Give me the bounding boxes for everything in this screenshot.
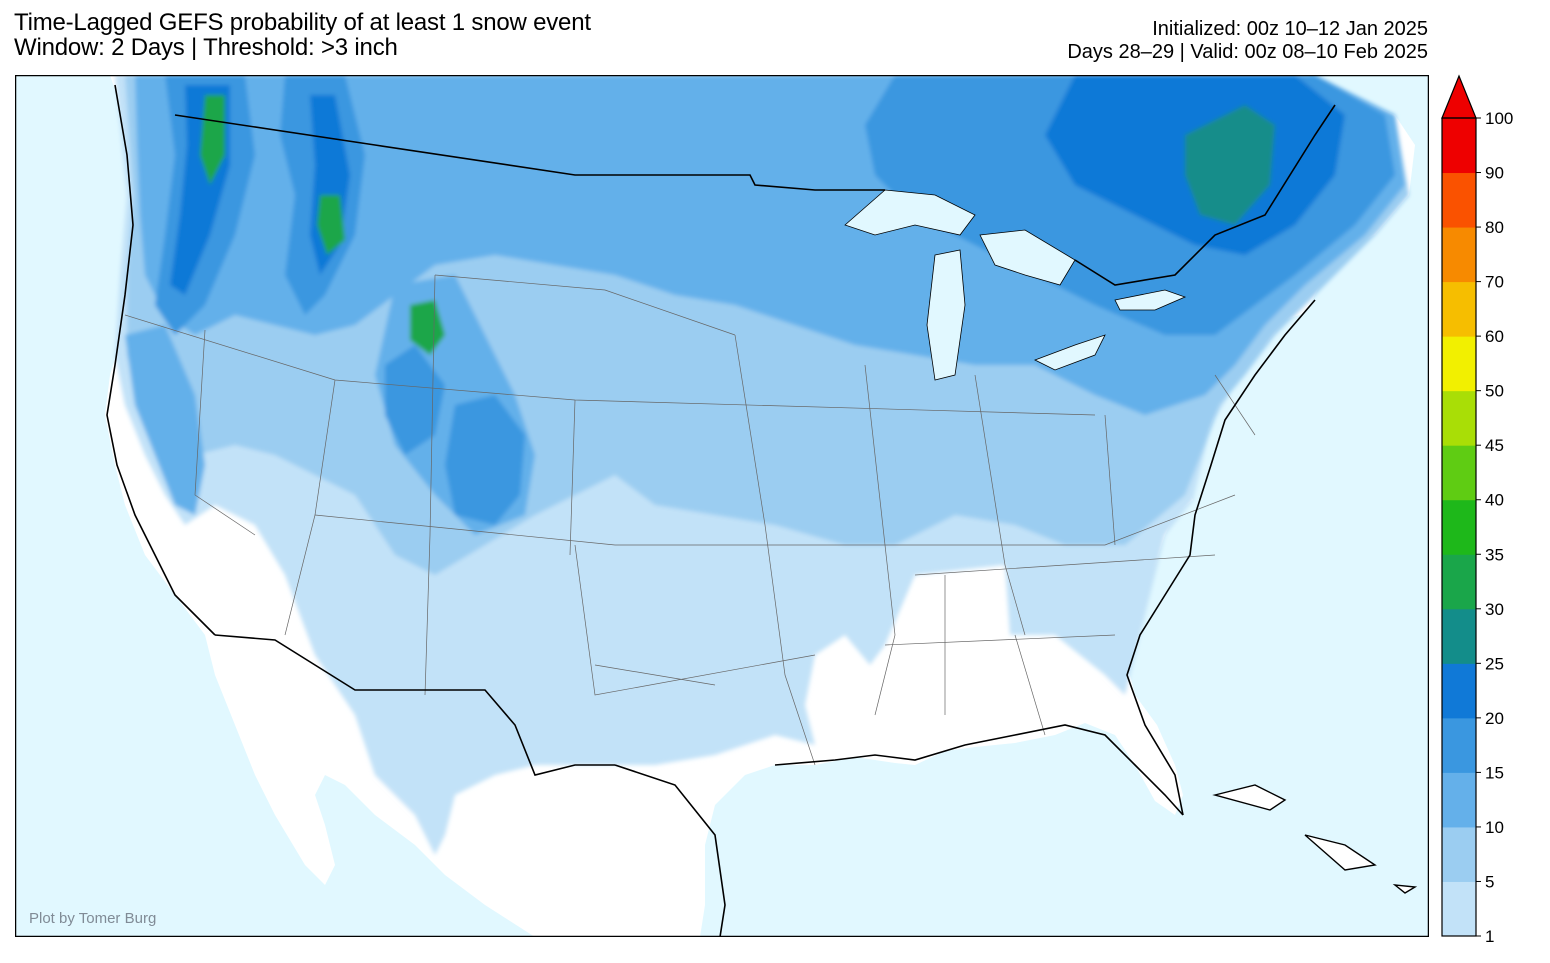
colorbar-swatch — [1442, 881, 1476, 937]
valid-label: Days 28–29 | Valid: 00z 08–10 Feb 2025 — [1067, 41, 1428, 63]
snow-probability-map: Plot by Tomer Burg — [15, 75, 1429, 937]
credit-label: Plot by Tomer Burg — [29, 910, 156, 927]
state-borders — [124, 274, 1256, 766]
great-lakes — [844, 189, 1187, 381]
west-coast — [106, 84, 216, 636]
chart-title: Time-Lagged GEFS probability of at least… — [14, 9, 591, 36]
lake-superior — [844, 189, 976, 236]
shade-30pct — [200, 95, 225, 185]
colorbar-level-label: 90 — [1485, 164, 1504, 183]
colorbar-level-label: 5 — [1485, 872, 1494, 891]
title-block: Time-Lagged GEFS probability of at least… — [14, 9, 591, 62]
colorbar-swatch — [1442, 772, 1476, 828]
colorbar-level-label: 30 — [1485, 600, 1504, 619]
colorbar-outline — [1441, 117, 1477, 937]
colorbar-swatch — [1442, 499, 1476, 555]
colorbar-swatch — [1442, 445, 1476, 501]
borders — [106, 84, 1336, 937]
us-canada-border — [174, 114, 885, 191]
lake-huron — [979, 229, 1076, 286]
colorbar-swatch — [1442, 717, 1476, 773]
colorbar-level-label: 25 — [1485, 654, 1504, 673]
map-frame — [15, 75, 1429, 937]
lake-michigan — [926, 249, 966, 381]
info-block: Initialized: 00z 10–12 Jan 2025 Days 28–… — [1067, 18, 1428, 64]
colorbar-level-label: 70 — [1485, 273, 1504, 292]
colorbar-level-label: 60 — [1485, 327, 1504, 346]
chart-subtitle: Window: 2 Days | Threshold: >3 inch — [14, 34, 398, 62]
colorbar-swatch — [1442, 390, 1476, 446]
colorbar-swatch — [1442, 227, 1476, 283]
colorbar-level-label: 15 — [1485, 763, 1504, 782]
colorbar-level-label: 80 — [1485, 218, 1504, 237]
colorbar-swatch — [1442, 281, 1476, 337]
colorbar-swatch — [1442, 172, 1476, 228]
shade-30pct-idaho — [317, 195, 345, 255]
colorbar-level-label: 100 — [1485, 109, 1513, 128]
shade-25pct — [1185, 105, 1275, 225]
colorbar-extend-arrow — [1441, 74, 1477, 119]
colorbar-level-label: 1 — [1485, 927, 1494, 946]
shade-15pct-colorado — [445, 395, 525, 525]
lake-erie — [1034, 334, 1106, 371]
probability-shading — [115, 75, 1409, 855]
atlantic-coast — [1126, 299, 1316, 816]
colorbar-level-label: 35 — [1485, 545, 1504, 564]
us-mexico-border — [214, 634, 615, 776]
colorbar-swatch — [1442, 554, 1476, 610]
shade-30pct-wyoming — [410, 300, 445, 355]
colorbar-swatch — [1442, 608, 1476, 664]
colorbar-swatch — [1442, 826, 1476, 882]
initialized-label: Initialized: 00z 10–12 Jan 2025 — [1152, 18, 1428, 40]
colorbar-swatches — [1441, 74, 1477, 937]
shade-10pct-sierra — [125, 325, 205, 515]
shade-15pct-wyoming — [385, 345, 445, 455]
lake-ontario — [1114, 289, 1187, 311]
colorbar-level-label: 20 — [1485, 709, 1504, 728]
gulf-coast-texas — [614, 764, 726, 937]
us-canada-border-east — [1074, 104, 1336, 286]
colorbar-swatch — [1442, 118, 1476, 174]
colorbar-level-label: 10 — [1485, 818, 1504, 837]
colorbar-level-label: 45 — [1485, 436, 1504, 455]
colorbar-swatch — [1442, 336, 1476, 392]
colorbar-level-label: 40 — [1485, 491, 1504, 510]
gulf-coast-east — [774, 724, 1184, 816]
colorbar-level-label: 50 — [1485, 382, 1504, 401]
caribbean-islands — [1212, 784, 1418, 894]
colorbar-swatch — [1442, 663, 1476, 719]
